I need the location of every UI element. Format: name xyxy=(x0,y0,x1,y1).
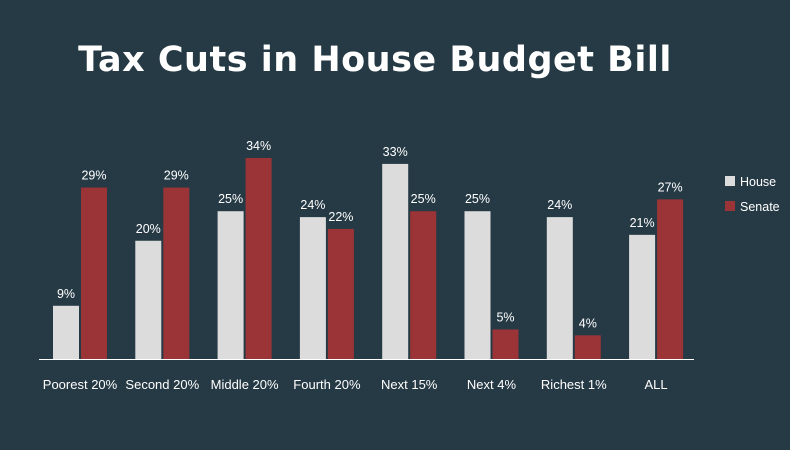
data-label-senate-second-20pct: 29% xyxy=(164,169,189,183)
legend-label-house: House xyxy=(740,175,776,189)
data-label-house-next-4pct: 25% xyxy=(465,192,490,206)
x-tick-label: Next 4% xyxy=(467,377,517,392)
bar-house-next-4pct xyxy=(464,211,491,359)
bars-group xyxy=(53,158,684,359)
x-tick-label: Richest 1% xyxy=(541,377,607,392)
data-label-house-next-15pct: 33% xyxy=(383,145,408,159)
bar-house-richest-1pct xyxy=(546,217,573,359)
x-tick-label: Second 20% xyxy=(125,377,199,392)
bar-senate-richest-1pct xyxy=(574,335,601,359)
data-label-senate-next-15pct: 25% xyxy=(411,192,436,206)
legend-label-senate: Senate xyxy=(740,200,780,214)
data-label-senate-poorest-20pct: 29% xyxy=(81,169,106,183)
chart-title: Tax Cuts in House Budget Bill xyxy=(78,40,672,80)
data-label-house-poorest-20pct: 9% xyxy=(57,287,75,301)
x-tick-label: Fourth 20% xyxy=(293,377,361,392)
data-label-senate-middle-20pct: 34% xyxy=(246,139,271,153)
x-tick-label: Middle 20% xyxy=(211,377,279,392)
x-tick-label: ALL xyxy=(645,377,668,392)
bar-senate-next-4pct xyxy=(492,329,519,359)
x-tick-label: Poorest 20% xyxy=(43,377,118,392)
data-label-house-richest-1pct: 24% xyxy=(547,198,572,212)
data-label-senate-all: 27% xyxy=(658,180,683,194)
bar-senate-all xyxy=(657,199,684,359)
bar-senate-poorest-20pct xyxy=(81,187,107,359)
bar-senate-middle-20pct xyxy=(245,158,272,359)
legend: House Senate xyxy=(725,175,780,214)
bar-house-fourth-20pct xyxy=(299,217,326,359)
bar-senate-fourth-20pct xyxy=(327,228,354,359)
bar-house-middle-20pct xyxy=(217,211,244,359)
bar-house-second-20pct xyxy=(135,240,162,359)
bar-senate-next-15pct xyxy=(410,211,437,359)
bar-house-all xyxy=(629,234,656,359)
data-label-senate-next-4pct: 5% xyxy=(496,310,514,324)
bar-labels-group: 9%29%20%29%25%34%24%22%33%25% 25%5%24%4%2… xyxy=(57,139,683,330)
legend-swatch-senate xyxy=(725,201,735,211)
data-label-house-all: 21% xyxy=(630,216,655,230)
bar-senate-second-20pct xyxy=(163,187,190,359)
data-label-senate-fourth-20pct: 22% xyxy=(328,210,353,224)
data-label-house-middle-20pct: 25% xyxy=(218,192,243,206)
data-label-house-second-20pct: 20% xyxy=(136,222,161,236)
x-tick-label: Next 15% xyxy=(381,377,438,392)
bar-house-next-15pct xyxy=(382,163,409,359)
data-label-senate-richest-1pct: 4% xyxy=(579,316,597,330)
bar-house-poorest-20pct xyxy=(53,305,79,359)
category-ticks-group: Poorest 20% Second 20% Middle 20% Fourth 20… xyxy=(43,377,668,392)
legend-swatch-house xyxy=(725,176,735,186)
data-label-house-fourth-20pct: 24% xyxy=(300,198,325,212)
